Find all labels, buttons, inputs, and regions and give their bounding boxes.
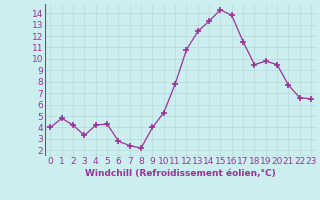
X-axis label: Windchill (Refroidissement éolien,°C): Windchill (Refroidissement éolien,°C) bbox=[85, 169, 276, 178]
